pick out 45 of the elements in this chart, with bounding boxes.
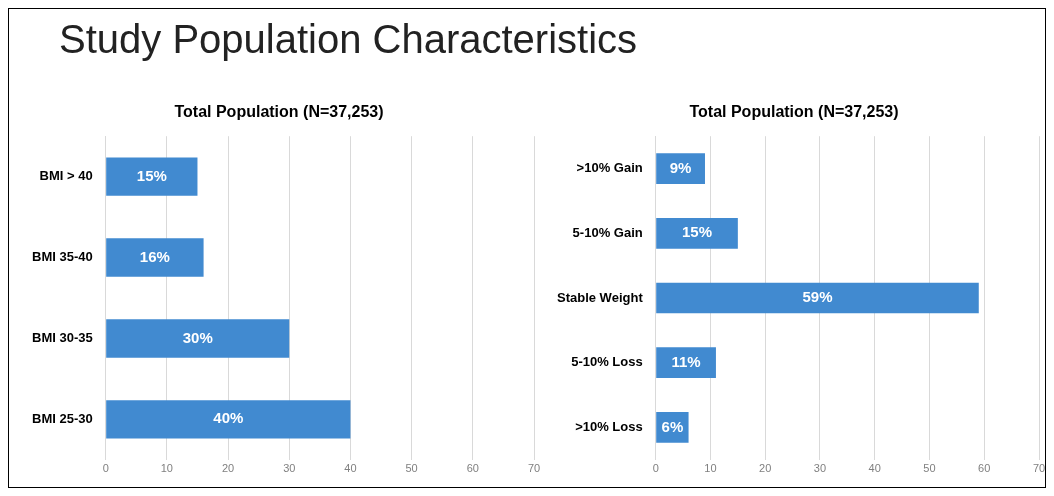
x-tick-label: 0: [652, 462, 659, 475]
bar: [656, 282, 979, 314]
y-tick-label: 5-10% Loss: [571, 354, 643, 370]
x-tick-label: 60: [466, 462, 479, 475]
data-label: 9%: [669, 158, 692, 176]
data-label: 11%: [671, 352, 701, 370]
x-tick-label: 70: [527, 462, 541, 475]
x-tick-label: 10: [704, 462, 717, 475]
bar: [106, 400, 351, 439]
chart-title: Total Population (N=37,253): [689, 103, 899, 121]
x-tick-label: 70: [1032, 462, 1046, 475]
y-tick-label: Stable Weight: [556, 289, 644, 305]
y-tick-label: 5-10% Gain: [572, 224, 643, 240]
y-tick-label: BMI > 40: [39, 168, 93, 184]
x-tick-label: 0: [102, 462, 109, 475]
bar: [106, 157, 198, 196]
data-label: 16%: [139, 247, 170, 265]
x-tick-label: 50: [923, 462, 936, 475]
data-label: 40%: [213, 409, 244, 427]
y-tick-label: >10% Gain: [576, 160, 643, 176]
data-label: 15%: [682, 223, 713, 241]
bar: [656, 217, 738, 249]
x-tick-label: 30: [283, 462, 296, 475]
bar: [106, 238, 204, 277]
bar: [106, 319, 290, 358]
data-label: 15%: [136, 166, 167, 184]
x-tick-label: 20: [759, 462, 772, 475]
x-tick-label: 40: [344, 462, 357, 475]
x-tick-label: 20: [221, 462, 235, 475]
y-tick-label: BMI 30-35: [31, 330, 93, 346]
bar: [656, 153, 705, 184]
data-label: 6%: [661, 417, 684, 435]
bar: [656, 347, 716, 379]
x-tick-label: 30: [813, 462, 827, 475]
x-tick-label: 40: [868, 462, 881, 475]
x-tick-label: 50: [405, 462, 418, 475]
chart-title: Total Population (N=37,253): [174, 103, 384, 121]
y-tick-label: BMI 35-40: [31, 249, 93, 265]
data-label: 30%: [182, 328, 213, 346]
y-tick-label: BMI 25-30: [31, 410, 93, 426]
x-tick-label: 60: [978, 462, 991, 475]
text: Study Population Characteristics: [59, 17, 638, 62]
y-tick-label: >10% Loss: [575, 419, 643, 435]
x-tick-label: 10: [160, 462, 173, 475]
data-label: 59%: [802, 288, 833, 306]
